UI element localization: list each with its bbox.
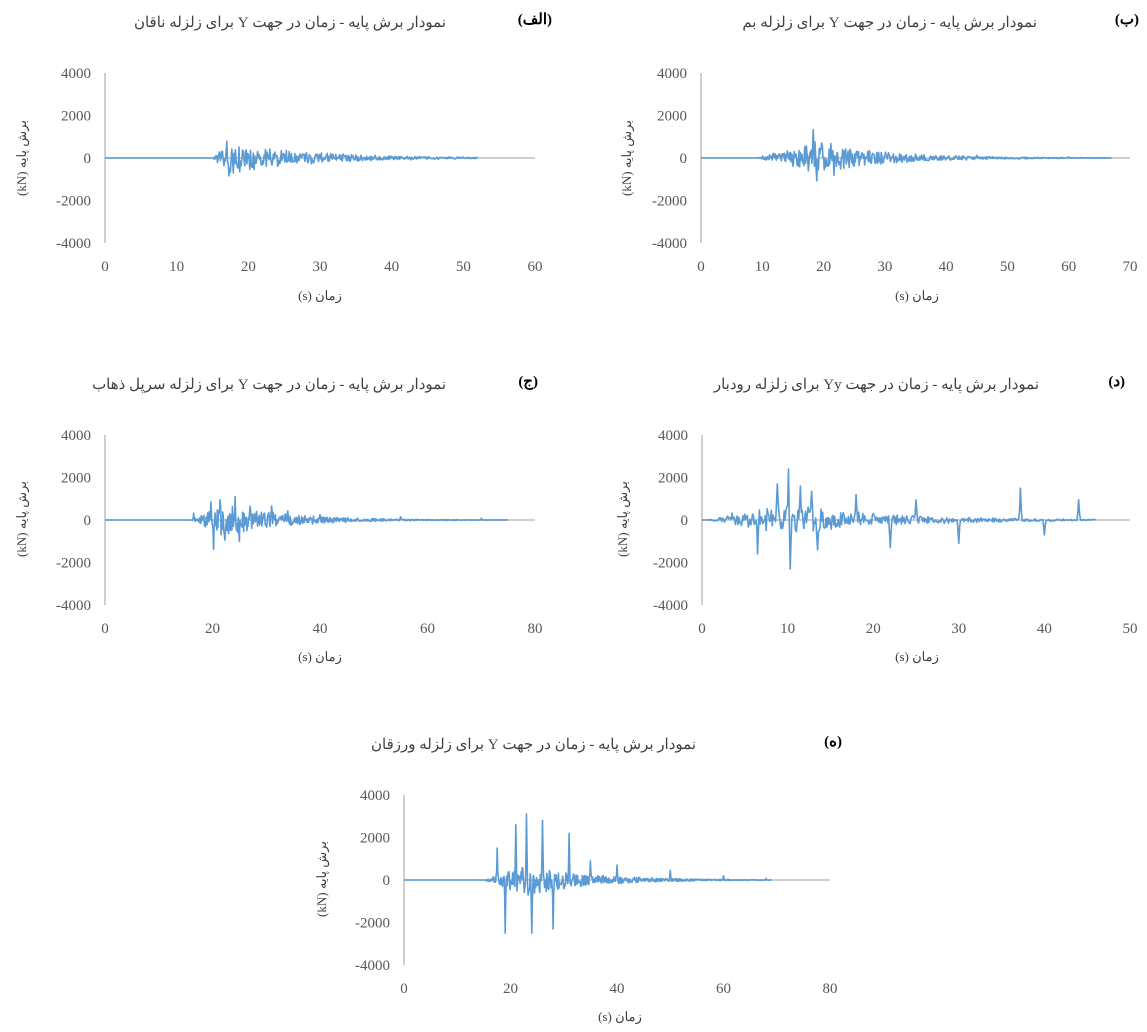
x-tick-label: 50 xyxy=(456,259,471,275)
x-tick-label: 0 xyxy=(101,621,109,637)
x-tick-label: 20 xyxy=(503,981,518,997)
chart-panel-c: نمودار برش پایه - زمان در جهت Y برای زلز… xyxy=(0,362,560,682)
y-tick-label: -4000 xyxy=(355,958,390,974)
chart-title: نمودار برش پایه - زمان در جهت Yy برای زل… xyxy=(713,377,1039,393)
chart-tag: (ب) xyxy=(1114,12,1139,28)
y-tick-label: 2000 xyxy=(360,831,390,847)
x-tick-label: 60 xyxy=(1061,259,1076,275)
x-tick-label: 30 xyxy=(877,259,892,275)
y-tick-label: -4000 xyxy=(653,598,688,614)
series-line xyxy=(104,495,509,551)
x-tick-label: 0 xyxy=(698,621,706,637)
y-tick-label: 2000 xyxy=(657,109,687,125)
x-tick-label: 20 xyxy=(816,259,831,275)
chart-tag: (ج) xyxy=(518,374,538,390)
x-tick-label: 30 xyxy=(951,621,966,637)
y-tick-label: -2000 xyxy=(56,556,91,572)
x-tick-label: 40 xyxy=(313,621,328,637)
chart-tag: (د) xyxy=(1108,374,1125,390)
x-tick-label: 20 xyxy=(205,621,220,637)
y-tick-label: 2000 xyxy=(658,471,688,487)
series-line xyxy=(104,140,479,177)
x-tick-label: 60 xyxy=(528,259,543,275)
chart-title: نمودار برش پایه - زمان در جهت Y برای زلز… xyxy=(370,737,696,753)
y-axis-label: برش پایه (kN) xyxy=(615,481,630,557)
x-tick-label: 40 xyxy=(939,259,954,275)
x-tick-label: 10 xyxy=(755,259,770,275)
y-tick-label: 2000 xyxy=(61,109,91,125)
x-tick-label: 40 xyxy=(610,981,625,997)
y-axis-label: برش پایه (kN) xyxy=(619,120,634,196)
x-tick-label: 60 xyxy=(420,621,435,637)
y-axis-label: برش پایه (kN) xyxy=(14,481,29,557)
y-tick-label: 0 xyxy=(681,513,689,529)
chart-plot: -4000 -2000 0 2000 4000 0 10 20 30 40 50 xyxy=(653,428,1138,637)
chart-tag: (ه) xyxy=(824,734,842,750)
x-tick-label: 60 xyxy=(716,981,731,997)
x-tick-label: 80 xyxy=(823,981,838,997)
x-tick-label: 40 xyxy=(1037,621,1052,637)
x-axis-label: زمان (s) xyxy=(598,1009,642,1024)
x-axis-label: زمان (s) xyxy=(298,649,342,664)
x-tick-label: 40 xyxy=(384,259,399,275)
x-tick-label: 0 xyxy=(101,259,109,275)
y-axis-label: برش پایه (kN) xyxy=(14,120,29,196)
y-tick-label: 4000 xyxy=(360,788,390,804)
chart-title: نمودار برش پایه - زمان در جهت Y برای زلز… xyxy=(742,15,1037,31)
y-tick-label: 4000 xyxy=(658,428,688,444)
y-axis-label: برش پایه (kN) xyxy=(314,841,329,917)
y-tick-label: 4000 xyxy=(61,66,91,82)
y-tick-label: 4000 xyxy=(657,66,687,82)
series-line xyxy=(702,468,1097,570)
x-axis-label: زمان (s) xyxy=(298,288,342,303)
x-tick-label: 30 xyxy=(313,259,328,275)
y-tick-label: 0 xyxy=(383,873,391,889)
y-tick-label: 0 xyxy=(84,151,92,167)
chart-title: نمودار برش پایه - زمان در جهت Y برای زلز… xyxy=(92,377,446,393)
y-tick-label: -2000 xyxy=(56,194,91,210)
chart-plot: -4000 -2000 0 2000 4000 0 10 20 30 40 50 60 70 xyxy=(652,66,1138,275)
x-tick-label: 20 xyxy=(241,259,256,275)
y-tick-label: -4000 xyxy=(56,236,91,252)
x-tick-label: 50 xyxy=(1123,621,1138,637)
y-tick-label: -2000 xyxy=(652,194,687,210)
chart-panel-b: نمودار برش پایه - زمان در جهت Y برای زلز… xyxy=(595,0,1147,320)
x-tick-label: 10 xyxy=(780,621,795,637)
x-tick-label: 70 xyxy=(1123,259,1138,275)
x-tick-label: 10 xyxy=(169,259,184,275)
series-line xyxy=(700,128,1112,182)
chart-plot: -4000 -2000 0 2000 4000 0 20 40 60 80 xyxy=(355,788,838,997)
chart-plot: -4000 -2000 0 2000 4000 0 10 20 30 40 50 60 xyxy=(56,66,543,275)
x-tick-label: 0 xyxy=(697,259,705,275)
x-tick-label: 20 xyxy=(866,621,881,637)
y-tick-label: 0 xyxy=(680,151,688,167)
x-axis-label: زمان (s) xyxy=(895,649,939,664)
chart-panel-d: نمودار برش پایه - زمان در جهت Yy برای زل… xyxy=(595,362,1147,682)
chart-title: نمودار برش پایه - زمان در جهت Y برای زلز… xyxy=(133,15,446,31)
chart-panel-e: نمودار برش پایه - زمان در جهت Y برای زلز… xyxy=(300,722,860,1032)
y-tick-label: 2000 xyxy=(61,471,91,487)
chart-plot: -4000 -2000 0 2000 4000 0 20 40 60 80 xyxy=(56,428,543,637)
y-tick-label: -4000 xyxy=(56,598,91,614)
x-axis-label: زمان (s) xyxy=(895,288,939,303)
y-tick-label: -4000 xyxy=(652,236,687,252)
y-tick-label: -2000 xyxy=(355,916,390,932)
x-tick-label: 0 xyxy=(400,981,408,997)
x-tick-label: 50 xyxy=(1000,259,1015,275)
y-tick-label: 4000 xyxy=(61,428,91,444)
y-tick-label: -2000 xyxy=(653,556,688,572)
y-tick-label: 0 xyxy=(84,513,92,529)
x-tick-label: 80 xyxy=(528,621,543,637)
chart-panel-a: نمودار برش پایه - زمان در جهت Y برای زلز… xyxy=(0,0,560,320)
series-line xyxy=(403,813,772,934)
chart-tag: (الف) xyxy=(517,12,552,28)
